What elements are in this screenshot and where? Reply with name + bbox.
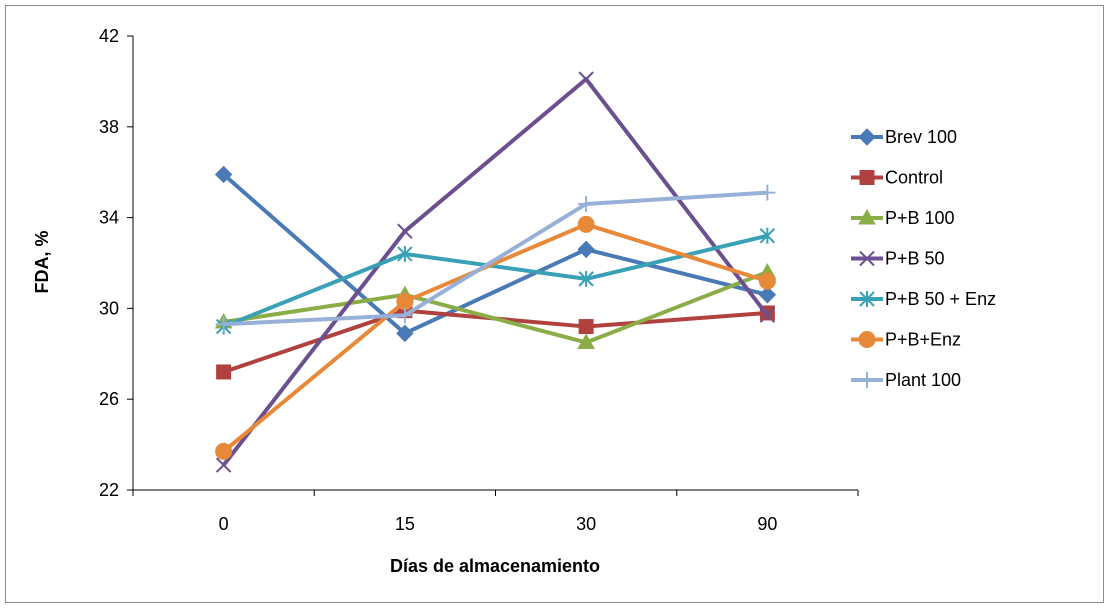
data-point [397,245,413,262]
series-line [222,222,768,453]
data-point [577,240,595,259]
data-point [759,307,776,323]
series-line [222,233,768,329]
legend-label: P+B 50 [885,249,945,269]
x-tick-label: 15 [395,514,415,534]
legend-marker [859,291,875,307]
data-point [758,272,776,290]
legend-label: Control [885,168,943,188]
series-line [222,172,768,336]
series-layer [214,71,777,473]
y-tick-label: 34 [99,208,119,228]
data-point [215,457,232,473]
legend-item: P+B 50 + Enz [851,289,996,309]
y-tick-label: 30 [99,298,119,318]
legend: Brev 100 Control P+B 100 P+B 50 P+B 50 + Enz… [851,127,996,390]
data-point [578,195,595,212]
series-plant-100 [215,184,776,333]
data-point [578,270,594,287]
legend-label: P+B+Enz [885,330,961,350]
legend-label: P+B 100 [885,208,955,228]
data-point [396,307,413,324]
legend-marker [858,128,876,146]
data-point [578,71,594,87]
x-tick-label: 30 [576,514,596,534]
series-line [223,270,769,345]
y-tick-label: 26 [99,389,119,409]
y-tick-label: 42 [99,26,119,46]
series-p-b-enz [215,215,776,460]
legend-marker [858,208,876,225]
data-point [215,316,232,333]
legend-marker [858,331,876,348]
legend-marker [859,250,875,267]
data-point [214,165,233,184]
data-point [759,184,776,201]
data-point [215,442,233,460]
data-point [578,319,594,335]
axes: 22 26 30 34 38 42 0 15 30 90 [99,26,859,534]
x-tick-label: 90 [757,514,777,534]
data-point [216,364,232,380]
data-point [577,333,595,349]
y-tick-label: 38 [99,117,119,137]
legend-label: P+B 50 + Enz [885,289,996,309]
x-tick-label: 0 [219,514,229,534]
series-line [223,190,768,327]
legend-item: Brev 100 [851,127,957,147]
legend-item: Plant 100 [851,370,961,390]
legend-item: P+B 100 [851,208,955,228]
data-point [759,227,776,244]
data-point [396,324,414,343]
legend-item: P+B 50 [851,249,945,269]
legend-label: Plant 100 [885,370,961,390]
y-tick-label: 22 [99,480,119,500]
data-point [577,215,595,233]
legend-item: P+B+Enz [851,330,961,350]
data-point [758,286,777,304]
data-point [397,223,413,239]
legend-item: Control [851,168,943,188]
series-brev-100 [214,165,777,343]
legend-label: Brev 100 [885,127,957,147]
legend-marker [859,372,875,388]
data-point [396,293,414,311]
y-axis-title: FDA, % [32,231,52,294]
x-axis-title: Días de almacenamiento [390,556,600,576]
legend-marker [859,170,875,185]
